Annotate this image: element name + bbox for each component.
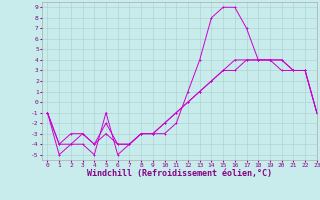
X-axis label: Windchill (Refroidissement éolien,°C): Windchill (Refroidissement éolien,°C) [87, 169, 272, 178]
